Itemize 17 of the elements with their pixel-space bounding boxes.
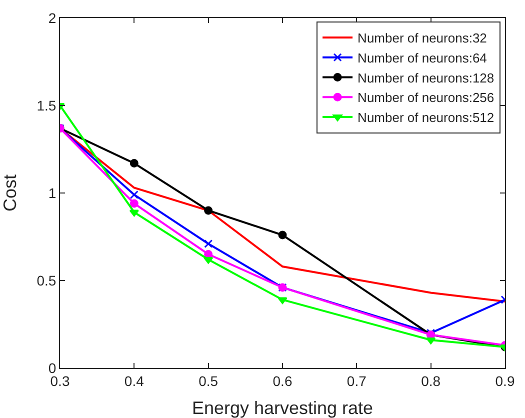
x-tick-label: 0.6	[272, 372, 292, 389]
y-tick-label: 1	[48, 184, 56, 201]
x-axis-title: Energy harvesting rate	[192, 398, 374, 418]
legend-label: Number of neurons:32	[358, 30, 487, 46]
y-tick-label: 1.5	[36, 97, 56, 114]
x-tick-label: 0.4	[124, 372, 144, 389]
legend-label: Number of neurons:256	[358, 90, 494, 106]
x-tick-label: 0.9	[495, 372, 515, 389]
y-tick-label: 2	[48, 10, 56, 26]
legend-label: Number of neurons:512	[358, 110, 494, 126]
y-tick-label: 0.5	[36, 272, 56, 288]
legend-label: Number of neurons:128	[358, 70, 494, 86]
x-tick-label: 0.7	[346, 372, 367, 389]
legend-label: Number of neurons:64	[358, 50, 487, 66]
x-tick-label: 0.8	[421, 372, 441, 389]
y-axis-title: Cost	[0, 174, 20, 212]
x-tick-label: 0.5	[198, 372, 218, 389]
